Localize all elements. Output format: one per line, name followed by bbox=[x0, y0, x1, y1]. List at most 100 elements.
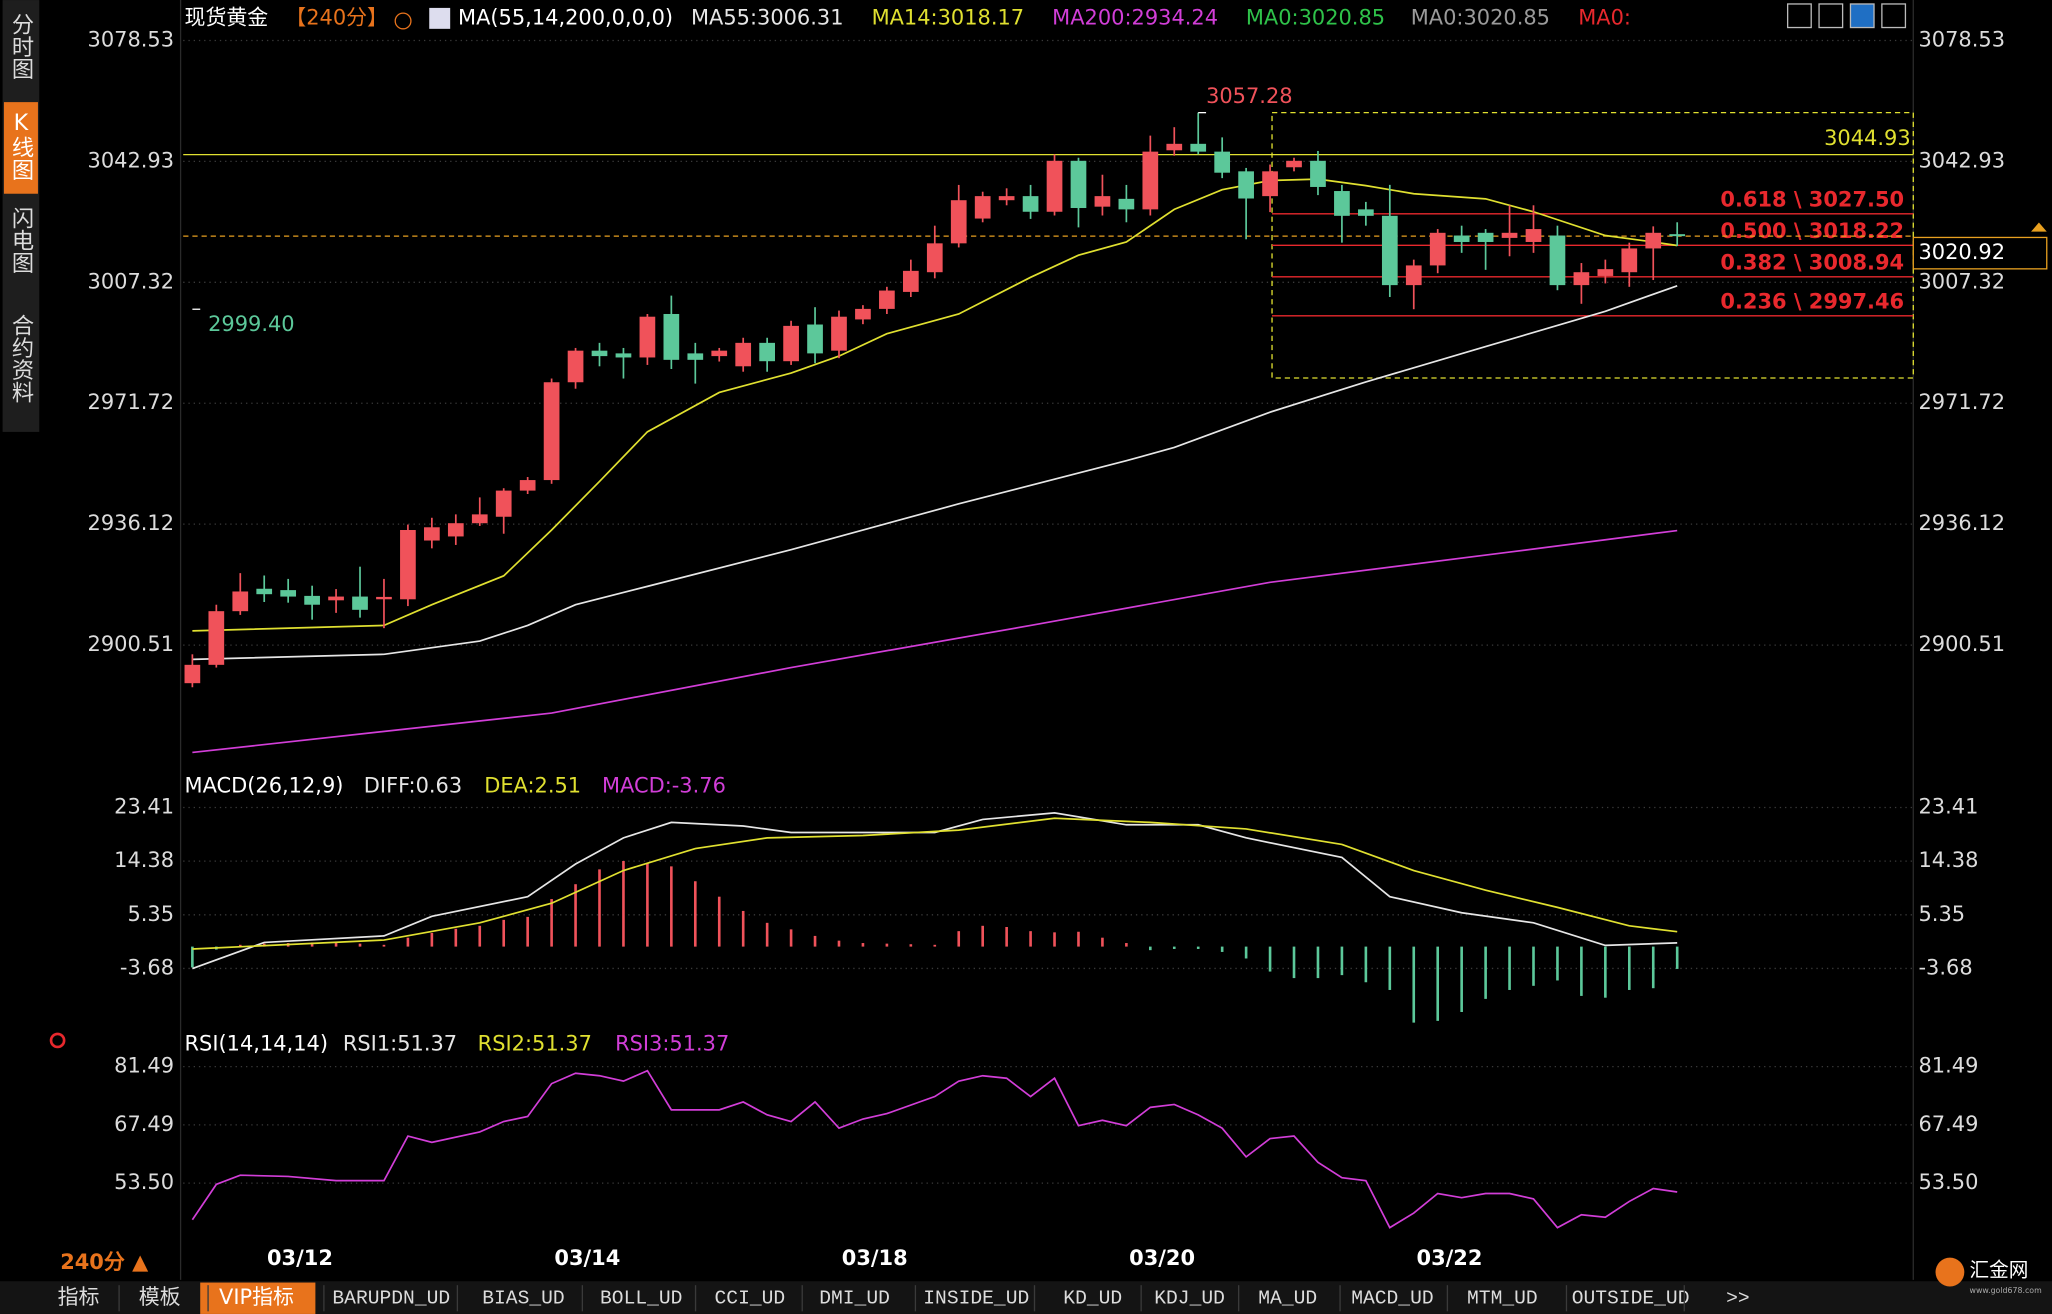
candle-body bbox=[998, 196, 1015, 201]
y-tick-label: 2936.12 bbox=[88, 511, 175, 535]
indicator-tab[interactable]: KD_UD bbox=[1063, 1287, 1122, 1309]
candle-body bbox=[974, 196, 991, 219]
candle-body bbox=[1429, 232, 1446, 266]
legend-item: MA200:2934.24 bbox=[1052, 5, 1218, 29]
candle-body bbox=[1262, 171, 1278, 197]
candle-body bbox=[1334, 191, 1350, 216]
candle-body bbox=[424, 527, 440, 541]
y-tick-label: 14.38 bbox=[114, 848, 174, 872]
y-tick-label: 2971.72 bbox=[88, 390, 175, 414]
legend-item: MA0:3020.85 bbox=[1246, 5, 1385, 29]
candle-body bbox=[1214, 151, 1231, 173]
candle-body bbox=[1310, 160, 1326, 187]
y-tick-label: 81.49 bbox=[114, 1054, 174, 1078]
settings-icon[interactable] bbox=[49, 1032, 66, 1049]
legend-item: MA14:3018.17 bbox=[872, 5, 1025, 29]
candle-body bbox=[471, 514, 488, 524]
candle-body bbox=[184, 664, 201, 684]
y-tick-label: 81.49 bbox=[1919, 1054, 1979, 1078]
y-tick-label: 5.35 bbox=[1919, 902, 1966, 926]
candle-body bbox=[1166, 143, 1183, 151]
last-price-label: 3020.92 bbox=[1919, 240, 2006, 264]
indicator-tab[interactable]: VIP指标 bbox=[219, 1285, 294, 1309]
toolbar-icons[interactable] bbox=[1786, 3, 1907, 29]
indicator-tab[interactable]: OUTSIDE_UD bbox=[1572, 1287, 1690, 1309]
candle-body bbox=[759, 342, 775, 362]
y-tick-label: 2936.12 bbox=[1919, 511, 2006, 535]
indicator-line bbox=[192, 817, 1678, 950]
sidebar-tab[interactable]: 合约资料 bbox=[8, 314, 34, 404]
candle-body bbox=[376, 596, 392, 600]
y-tick-label: 67.49 bbox=[1919, 1112, 1979, 1136]
candle-body bbox=[807, 324, 823, 354]
candle-body bbox=[1573, 272, 1590, 286]
candle-body bbox=[663, 313, 680, 360]
candle-body bbox=[208, 611, 225, 665]
candle-body bbox=[1022, 196, 1039, 212]
candle-body bbox=[304, 595, 320, 605]
indicator-tab[interactable]: INSIDE_UD bbox=[923, 1287, 1029, 1309]
x-tick-label: 03/18 bbox=[842, 1246, 908, 1270]
icon[interactable] bbox=[1818, 3, 1844, 29]
last-price-box bbox=[1912, 236, 2048, 270]
sidebar-tab[interactable]: 闪电图 bbox=[8, 206, 34, 273]
indicator-tab[interactable]: KDJ_UD bbox=[1154, 1287, 1225, 1309]
candle-body bbox=[1142, 151, 1159, 210]
candle-body bbox=[1453, 235, 1470, 242]
indicator-tab[interactable]: 模板 bbox=[139, 1285, 181, 1309]
indicator-tab[interactable]: MA_UD bbox=[1258, 1287, 1317, 1309]
y-tick-label: 3042.93 bbox=[88, 148, 175, 172]
indicator-tab[interactable]: >> bbox=[1726, 1287, 1750, 1309]
candle-body bbox=[1358, 209, 1374, 216]
candle-body bbox=[1597, 269, 1614, 276]
indicator-tab[interactable]: CCI_UD bbox=[715, 1287, 786, 1309]
candle-body bbox=[400, 529, 416, 600]
ma-icon[interactable] bbox=[429, 7, 451, 29]
panel-title: RSI(14,14,14) bbox=[185, 1031, 328, 1055]
candle-body bbox=[1549, 235, 1566, 286]
fib-label: 0.618 \ 3027.50 bbox=[1720, 188, 1904, 212]
candle-body bbox=[1405, 265, 1422, 286]
y-tick-label: 23.41 bbox=[1919, 794, 1979, 818]
panel-title: MACD(26,12,9) bbox=[185, 774, 344, 798]
icon[interactable] bbox=[1849, 3, 1875, 29]
indicator-tab[interactable]: DMI_UD bbox=[819, 1287, 890, 1309]
candle-body bbox=[687, 353, 704, 360]
icon[interactable] bbox=[1881, 3, 1907, 29]
indicator-tab[interactable]: 指标 bbox=[58, 1285, 100, 1309]
sidebar-tab[interactable]: 分时图 bbox=[8, 13, 34, 80]
y-tick-label: 3078.53 bbox=[1919, 27, 2006, 51]
indicator-tab[interactable]: BOLL_UD bbox=[600, 1287, 682, 1309]
y-tick-label: 3007.32 bbox=[88, 269, 175, 293]
period-selector[interactable]: 240分 ▲ bbox=[60, 1250, 149, 1274]
candle-body bbox=[711, 350, 728, 357]
indicator-tab[interactable]: BIAS_UD bbox=[482, 1287, 564, 1309]
indicator-tab[interactable]: BARUPDN_UD bbox=[332, 1287, 450, 1309]
chart-title: 现货黄金 bbox=[185, 5, 269, 29]
bottom-bar bbox=[0, 1281, 2052, 1314]
candle-body bbox=[902, 270, 919, 292]
candle-body bbox=[1525, 229, 1542, 242]
y-tick-label: 23.41 bbox=[114, 794, 174, 818]
icon[interactable] bbox=[1786, 3, 1812, 29]
candle-body bbox=[1070, 160, 1087, 209]
candle-body bbox=[567, 350, 584, 383]
candle-body bbox=[1621, 248, 1638, 273]
candle-body bbox=[1669, 234, 1686, 237]
candle-body bbox=[1286, 160, 1302, 168]
legend-item: MA0: bbox=[1578, 5, 1631, 29]
y-tick-label: 53.50 bbox=[1919, 1170, 1979, 1194]
candle-body bbox=[591, 350, 608, 357]
candle-body bbox=[543, 382, 560, 481]
y-tick-label: -3.68 bbox=[1919, 955, 1973, 979]
last-price-arrow bbox=[2031, 222, 2047, 232]
candle-body bbox=[879, 290, 895, 309]
indicator-tab[interactable]: MACD_UD bbox=[1351, 1287, 1433, 1309]
x-tick-label: 03/22 bbox=[1417, 1246, 1483, 1270]
indicator-line bbox=[192, 529, 1678, 754]
sidebar-tab[interactable]: K线图 bbox=[8, 110, 34, 181]
y-tick-label: -3.68 bbox=[120, 955, 174, 979]
candle-body bbox=[1094, 196, 1111, 207]
add-icon[interactable] bbox=[394, 12, 412, 30]
indicator-tab[interactable]: MTM_UD bbox=[1467, 1287, 1538, 1309]
